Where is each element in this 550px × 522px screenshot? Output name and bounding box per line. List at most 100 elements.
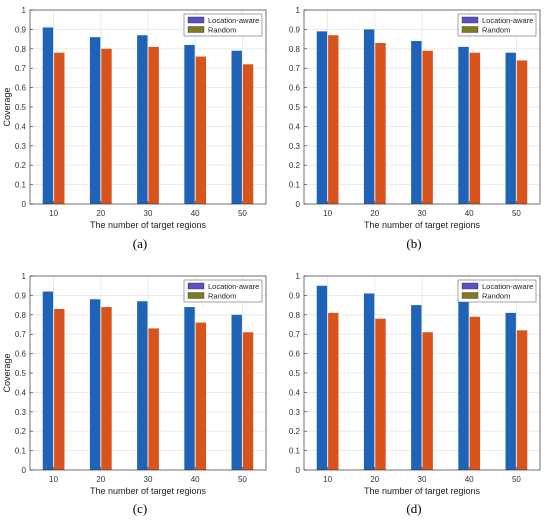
y-tick-label: 0 [22,200,27,209]
x-tick-label: 50 [238,475,247,484]
y-tick-label: 0.2 [289,161,301,170]
bar-location-aware [137,301,148,470]
y-tick-label: 0.7 [15,64,27,73]
x-tick-label: 50 [238,209,247,218]
bar-random [242,64,254,204]
bar-random [195,56,207,205]
axes-frame [303,9,541,205]
panel-label: (a) [133,236,147,251]
x-tick-label: 50 [512,475,521,484]
bar-random [54,52,65,205]
x-tick-label: 10 [49,209,58,218]
x-axis-label: The number of target regions [364,486,481,496]
x-tick-label: 40 [465,209,474,218]
legend-swatch-random [187,26,205,33]
x-tick-label: 40 [191,209,200,218]
y-tick-label: 0.4 [289,388,301,397]
y-tick-label: 0.9 [289,25,301,34]
bar-location-aware [42,291,54,470]
bar-location-aware [458,46,469,204]
y-tick-label: 0.2 [15,427,27,436]
x-tick-label: 30 [418,209,427,218]
y-tick-label: 0.8 [15,311,27,320]
x-tick-label: 10 [323,209,332,218]
y-tick-label: 0.4 [15,388,27,397]
panel-label: (b) [406,236,421,251]
y-tick-label: 0.1 [289,447,301,456]
x-axis-label: The number of target regions [90,220,207,230]
y-tick-label: 0.7 [289,330,301,339]
bar-location-aware [184,44,195,204]
panel-label: (c) [133,501,147,516]
legend-swatch-random [461,26,479,33]
bar-random [516,60,528,204]
y-tick-label: 0.3 [15,408,27,417]
bar-random [375,318,386,470]
bar-location-aware [316,285,328,470]
y-tick-label: 0.2 [15,161,27,170]
x-tick-label: 20 [370,209,379,218]
bar-random [101,48,112,204]
y-tick-label: 0.8 [15,45,27,54]
y-tick-label: 0.3 [289,142,301,151]
legend-label-random: Random [208,26,236,35]
x-axis-label: The number of target regions [90,486,207,496]
bar-location-aware [505,52,516,205]
axes-frame [29,9,267,205]
bar-location-aware [411,41,422,204]
y-tick-label: 0.6 [15,350,27,359]
x-tick-label: 30 [144,475,153,484]
bar-location-aware [231,314,242,470]
y-tick-label: 0.3 [15,142,27,151]
y-tick-label: 0.5 [289,103,301,112]
panel-label: (d) [406,501,421,516]
y-tick-label: 0.5 [15,103,27,112]
legend-label-location-aware: Location-aware [482,282,533,291]
x-tick-label: 20 [370,475,379,484]
chart-panel-3: 0 0.1 0.2 0.3 0.4 0.5 0.6 0.7 0.8 0.9 1 10 20 30 40 50 T… [2,272,267,516]
x-axis-label: The number of target regions [364,220,481,230]
legend-label-location-aware: Location-aware [208,282,259,291]
y-tick-label: 0.1 [289,181,301,190]
bar-random [101,307,112,470]
bar-location-aware [411,305,422,470]
x-tick-label: 30 [144,209,153,218]
y-tick-label: 0.6 [15,84,27,93]
x-tick-label: 30 [418,475,427,484]
y-tick-label: 0.6 [289,350,301,359]
y-tick-label: 1 [296,272,301,281]
y-tick-label: 1 [22,6,27,15]
y-tick-label: 0.8 [289,45,301,54]
legend-swatch-location-aware [187,282,205,290]
bar-location-aware [363,293,375,470]
bar-location-aware [363,29,375,205]
legend-label-random: Random [482,292,510,301]
y-tick-label: 0.9 [289,291,301,300]
y-tick-label: 0 [296,200,301,209]
y-tick-label: 0.9 [15,25,27,34]
chart-panel-4: 0 0.1 0.2 0.3 0.4 0.5 0.6 0.7 0.8 0.9 1 10 20 30 40 50 T… [289,272,541,516]
y-tick-label: 0.8 [289,311,301,320]
legend-swatch-location-aware [461,16,479,24]
y-tick-label: 0.5 [289,369,301,378]
y-tick-label: 0.7 [15,330,27,339]
x-tick-label: 10 [323,475,332,484]
bar-random [148,46,159,204]
y-tick-label: 0.1 [15,181,27,190]
bar-location-aware [231,50,242,204]
axes-frame [29,275,267,471]
y-axis-label: Coverage [2,87,12,126]
bar-random [469,52,481,205]
x-tick-label: 50 [512,209,521,218]
legend-swatch-location-aware [187,16,205,24]
y-tick-label: 0.7 [289,64,301,73]
y-tick-label: 0.4 [289,122,301,131]
bar-location-aware [42,27,54,205]
bar-location-aware [458,299,469,470]
bar-random [422,50,433,204]
y-tick-label: 0.5 [15,369,27,378]
bar-location-aware [89,37,101,204]
x-tick-label: 10 [49,475,58,484]
x-tick-label: 20 [96,475,105,484]
